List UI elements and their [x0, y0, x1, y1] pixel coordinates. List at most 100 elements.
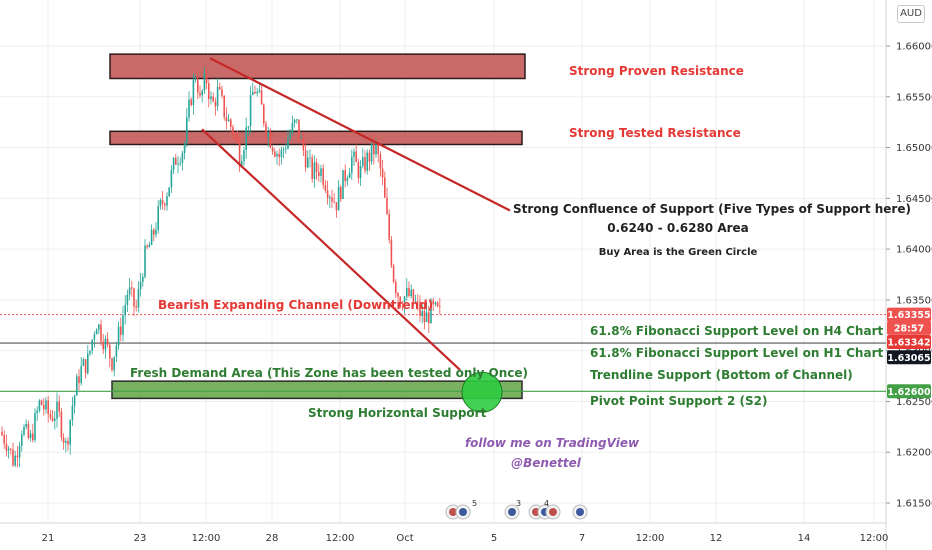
candle-body: [170, 169, 173, 188]
candle-body: [425, 312, 428, 323]
price-tag-label: 1.62600: [887, 387, 931, 398]
candle-body: [366, 152, 368, 171]
candle-body: [293, 119, 296, 123]
candle-body: [7, 448, 10, 451]
event-flag-icon[interactable]: [545, 504, 561, 520]
candle-body: [331, 197, 333, 202]
candle-body: [122, 315, 124, 335]
candle-body: [236, 135, 239, 144]
candle-body: [282, 149, 285, 151]
candle-body: [348, 172, 351, 178]
candle-body: [379, 154, 382, 169]
candle-body: [269, 132, 272, 148]
price-tag-label: 1.63342: [887, 338, 930, 349]
candle-body: [87, 353, 89, 374]
candle-body: [241, 161, 243, 168]
event-flag-icon[interactable]: [572, 504, 588, 520]
candle-body: [337, 186, 340, 211]
strong-proven-resistance-zone[interactable]: [109, 53, 526, 80]
strong-tested-resistance-zone[interactable]: [109, 130, 523, 146]
candle-body: [388, 213, 390, 240]
confluence-title-label: Strong Confluence of Support (Five Types…: [513, 202, 911, 216]
candle-body: [113, 356, 115, 371]
candle-body: [18, 445, 21, 458]
candle-body: [47, 400, 49, 415]
time-axis[interactable]: 21 23 12:00 28 12:00 Oct 5 7 12:00 12 14 12:00: [42, 533, 889, 544]
candle-body: [150, 229, 153, 245]
x-tick-label: 7: [579, 533, 585, 544]
candle-body: [287, 138, 289, 149]
candle-body: [243, 149, 245, 162]
candle-body: [274, 151, 276, 157]
candle-body: [10, 448, 12, 450]
candle-body: [60, 411, 63, 438]
candle-body: [45, 400, 47, 410]
candle-body: [12, 449, 14, 466]
currency-badge[interactable]: AUD: [897, 5, 925, 23]
candle-body: [25, 423, 27, 427]
candle-body: [392, 265, 395, 282]
candle-body: [249, 94, 252, 127]
candle-body: [300, 136, 302, 139]
candle-body: [289, 133, 291, 139]
y-tick-label: 1.65000: [896, 143, 932, 154]
candle-body: [278, 153, 280, 158]
candle-body: [16, 455, 19, 458]
candle-body: [355, 151, 357, 163]
candle-body: [49, 414, 52, 418]
candle-body: [335, 202, 338, 211]
follow-label: follow me on TradingView: [465, 436, 640, 450]
event-flag-icon[interactable]: [455, 504, 471, 520]
candle-body: [436, 302, 439, 307]
channel-lower-trendline[interactable]: [201, 128, 461, 371]
channel-upper-trendline[interactable]: [209, 57, 511, 212]
price-tags: 1.63355 28:57 1.63342 1.63065 1.62600: [887, 307, 931, 399]
candle-body: [318, 171, 320, 177]
candlestick-series: [1, 66, 441, 468]
candle-body: [76, 376, 78, 396]
price-tag-label: 1.63355: [887, 310, 930, 321]
price-tag-label: 1.63065: [887, 353, 930, 364]
candle-body: [111, 358, 113, 371]
candle-body: [368, 152, 371, 162]
candle-body: [324, 185, 327, 191]
candle-body: [78, 376, 80, 384]
candle-body: [126, 294, 129, 305]
price-axis[interactable]: 1.66000 1.65500 1.65000 1.64500 1.64000 1.635…: [886, 42, 932, 510]
candle-body: [214, 101, 217, 107]
candle-body: [267, 132, 269, 138]
candle-body: [73, 395, 76, 406]
candle-body: [40, 400, 43, 405]
candle-body: [254, 91, 256, 94]
event-flag-icon[interactable]: [504, 504, 520, 520]
bearish-channel-label: Bearish Expanding Channel (Downtrend): [158, 298, 433, 312]
candle-body: [412, 289, 415, 303]
price-tag: [887, 350, 931, 365]
candle-body: [117, 326, 120, 346]
candle-body: [131, 287, 133, 289]
y-tick-label: 1.64500: [896, 194, 932, 205]
candle-body: [5, 443, 8, 451]
candle-body: [384, 177, 386, 198]
chart-grid: [0, 0, 886, 523]
candle-body: [238, 143, 241, 168]
y-tick-label: 1.62500: [896, 397, 932, 408]
x-tick-label: 21: [42, 533, 55, 544]
price-tag: [887, 307, 931, 322]
candle-body: [124, 304, 126, 316]
y-tick-label: 1.65500: [896, 92, 932, 103]
candle-body: [199, 92, 201, 96]
candle-body: [168, 187, 170, 197]
candle-body: [203, 72, 206, 91]
candle-body: [21, 434, 23, 446]
candle-body: [219, 87, 221, 90]
candle-body: [370, 143, 373, 162]
economic-events[interactable]: 5 3 4: [445, 499, 588, 520]
buy-area-circle[interactable]: [461, 371, 503, 413]
candle-body: [175, 157, 177, 165]
candle-body: [346, 177, 349, 182]
candle-body: [260, 90, 263, 105]
candle-body: [155, 229, 157, 235]
fresh-demand-zone[interactable]: [111, 380, 523, 400]
